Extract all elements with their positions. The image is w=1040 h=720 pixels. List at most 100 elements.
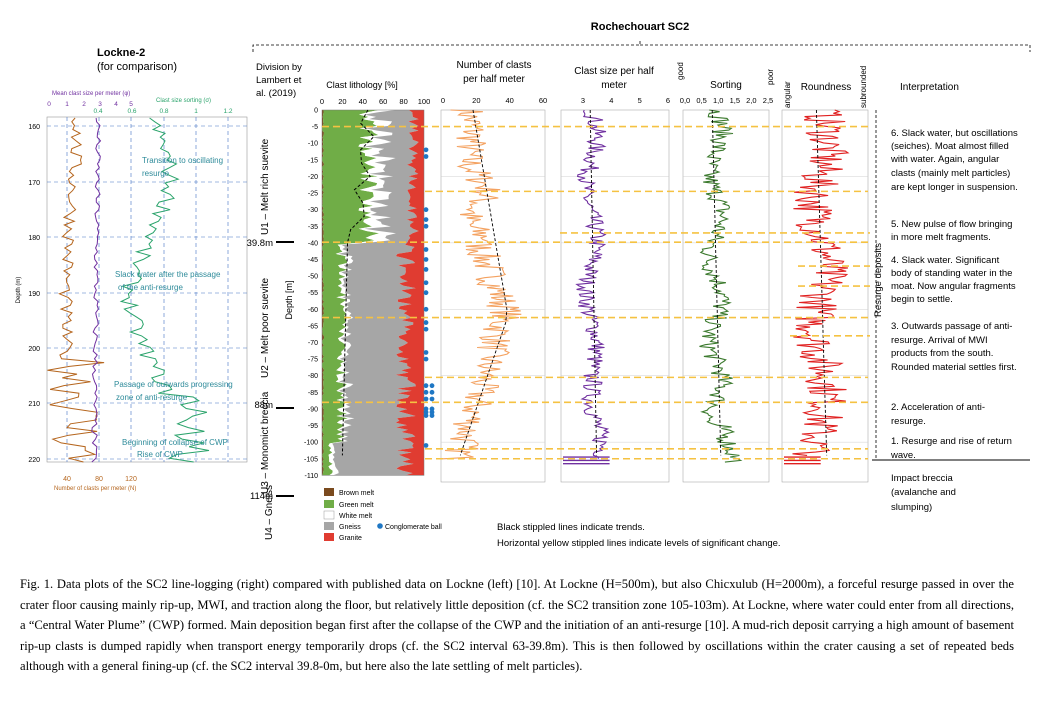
lockne-sorting-series [119,117,210,463]
axis-tick: 3 [581,96,585,105]
depth-tick: 0 [314,108,318,115]
sorting-left-label: good [676,62,685,80]
conglomerate-ball [423,413,429,418]
resurge-label: Resurge deposits [873,243,884,317]
notes: Black stippled lines indicate trends. Ho… [497,522,781,549]
conglomerate-ball [423,320,429,325]
axis-tick: 5 [638,96,642,105]
lockne-sorting-label: Clast size sorting (σ) [156,98,211,104]
conglomerate-ball [429,413,435,418]
sorting-panel: good poor Sorting 0,0 0,5 1,0 1,5 2,0 2,5 [676,62,775,483]
axis-tick: 1,0 [713,96,723,105]
sorting-trend [711,109,722,456]
area-granite [395,110,424,476]
legend-label: White melt [339,513,372,520]
interp-impact: Impact breccia [891,473,953,484]
roundness-right-label: subrounded [859,66,868,108]
lockne-depth-tick: 190 [28,291,40,298]
lockne-depth-ticks: 160 170 180 190 200 210 220 [28,124,40,464]
unit-label-u1: U1 – Melt rich suevite [260,138,271,235]
lockne-number-series [47,117,105,463]
legend-swatch-brown [324,488,334,496]
number-ticks: 0 20 40 60 [441,96,547,105]
legend-label: Granite [339,535,362,542]
interp-6: with water. Again, angular [890,154,999,165]
interp-impact: slumping) [891,502,932,513]
lockne-annotation: Passage of outwards progressing [114,380,233,389]
depth-tick: -20 [308,174,318,181]
conglomerate-ball [423,290,429,296]
interp-4: begin to settle. [891,294,953,305]
area-brown-melt [322,110,324,476]
depth-tick: -70 [308,340,318,347]
area-green-melt [322,110,380,476]
sorting-header: Sorting [710,80,742,91]
lockne-annotation: Slack water after the passage [115,270,221,279]
sc2-bracket [252,40,1031,52]
legend-label: Gneiss [339,524,361,531]
legend-swatch-granite [324,533,334,541]
size-trend [589,109,598,456]
conglomerate-ball [423,406,429,412]
conglomerate-ball [423,409,429,415]
legend-swatch-gneiss [324,522,334,530]
axis-tick: 2,5 [763,96,773,105]
lockne-sort-tick: 0.6 [127,108,136,115]
lockne-plot-frame [46,116,248,463]
significant-change-lines [322,125,870,460]
lockne-depth-tick: 220 [28,457,40,464]
size-header: meter [601,80,627,91]
unit-label-u2: U2 – Melt poor suevite [260,278,271,378]
lockne-mean-size-series [91,117,102,463]
lockne-annotation: resurge [142,169,170,178]
lockne-number-tick: 120 [125,476,137,483]
lockne-sort-tick: 0.4 [93,108,102,115]
conglomerate-ball [423,147,429,153]
conglomerate-ball [429,396,435,402]
interp-5: in more melt fragments. [891,232,991,243]
axis-tick: 0 [320,97,324,106]
note-trend: Black stippled lines indicate trends. [497,522,645,533]
legend-label: Brown melt [339,490,374,497]
interp-6: are kept longer in suspension. [891,182,1018,193]
division-header: Division by Lambert et al. (2019) [256,62,302,99]
lockne-sort-tick: 0.8 [159,108,168,115]
depth-tick: -55 [308,290,318,297]
conglomerate-ball [423,326,429,332]
size-frame [560,109,670,483]
lockne-mean-tick: 3 [98,101,102,108]
axis-tick: 0 [441,96,445,105]
axis-tick: 40 [505,96,513,105]
area-gneiss [332,110,419,476]
axis-tick: 60 [379,97,387,106]
lithology-header: Clast lithology [%] [326,80,398,90]
conglomerate-ball [423,223,429,229]
legend-swatch-ball [377,523,383,529]
interp-2: resurge. [891,416,926,427]
sc2-depth-ticks: 0 -5 -10 -15 -20 -25 -30 -35 -40 -45 -50 -55 -60 -65 -… [304,108,318,480]
interp-1: 1. Resurge and rise of return [891,436,1012,447]
conglomerate-ball [423,443,429,448]
legend-label: Green melt [339,502,374,509]
conglomerate-ball [429,406,435,412]
boundary-labels: 39.8m 88m 114m [247,238,294,502]
area-white-melt [328,110,396,476]
figure-caption: Fig. 1. Data plots of the SC2 line-loggi… [20,577,1014,674]
interp-impact: (avalanche and [891,487,956,498]
interp-3: 3. Outwards passage of anti- [891,321,1012,332]
size-grid [561,109,669,465]
conglomerate-ball [429,383,435,389]
number-panel: Number of clasts per half meter 0 20 40 60 [440,60,547,483]
legend-swatch-green [324,500,334,508]
division-header-line: Division by [256,62,302,73]
lithology-ticks: 0 20 40 60 80 100 [320,97,430,106]
boundary-label: 39.8m [247,238,273,249]
depth-tick: -50 [308,274,318,281]
number-header: Number of clasts [456,60,531,71]
axis-tick: 80 [399,97,407,106]
lockne-depth-tick: 160 [28,124,40,131]
depth-tick: -40 [308,240,318,247]
interp-5: 5. New pulse of flow bringing [891,219,1012,230]
interp-2: 2. Acceleration of anti- [891,402,985,413]
roundness-frame [781,109,869,483]
